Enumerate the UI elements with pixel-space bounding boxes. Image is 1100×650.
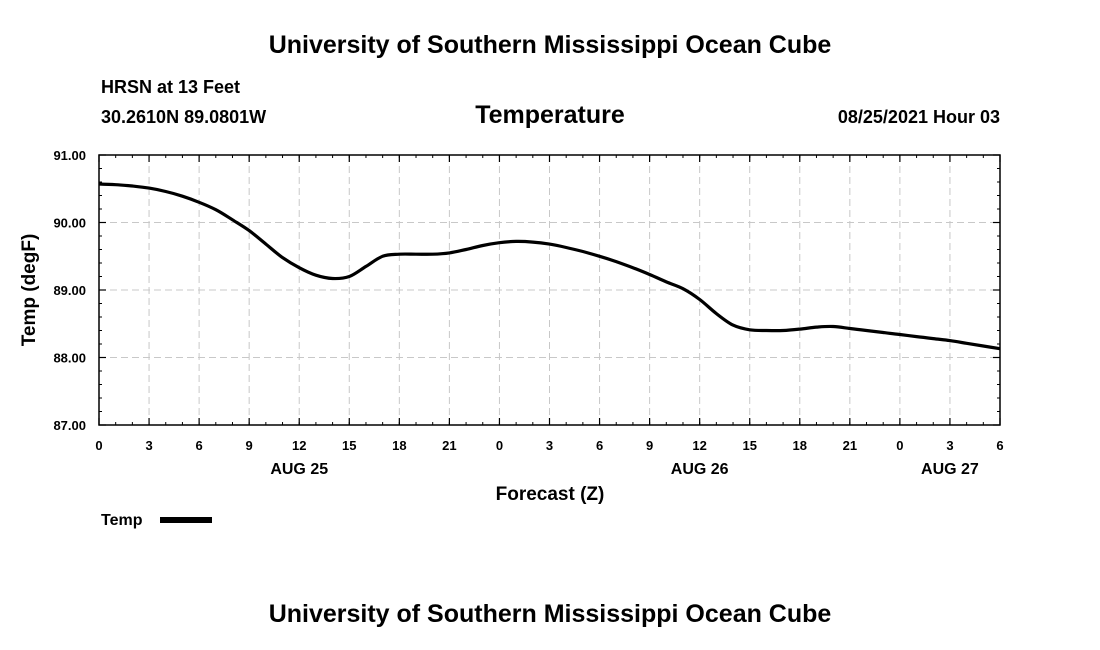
x-tick-labels: 0 3 6 9 12 15 18 21 0 3 6 9 12 15 18 21 0 3 6 bbox=[95, 438, 1003, 453]
series-line-temp bbox=[98, 182, 1001, 351]
variable-title: Temperature bbox=[475, 101, 625, 129]
day-label: AUG 25 bbox=[270, 461, 328, 478]
footer-title: University of Southern Mississippi Ocean… bbox=[268, 600, 832, 628]
x-tick-label: 18 bbox=[793, 438, 807, 453]
y-tick-label: 91.00 bbox=[53, 148, 86, 163]
x-tick-label: 18 bbox=[392, 438, 406, 453]
x-tick-label: 6 bbox=[996, 438, 1003, 453]
y-axis-label: Temp (degF) bbox=[19, 234, 40, 347]
x-tick-label: 9 bbox=[246, 438, 253, 453]
x-tick-label: 0 bbox=[496, 438, 503, 453]
axis-ticks bbox=[98, 154, 1001, 426]
station-label: HRSN at 13 Feet bbox=[101, 77, 241, 97]
x-tick-label: 6 bbox=[596, 438, 603, 453]
grid bbox=[99, 155, 1000, 425]
valid-time: 08/25/2021 Hour 03 bbox=[837, 107, 1000, 127]
x-tick-label: 12 bbox=[292, 438, 306, 453]
station-coordinates: 30.2610N 89.0801W bbox=[101, 107, 267, 127]
x-tick-label: 21 bbox=[843, 438, 857, 453]
day-labels: AUG 25 AUG 26 AUG 27 bbox=[270, 461, 979, 478]
x-tick-label: 3 bbox=[546, 438, 553, 453]
x-tick-label: 21 bbox=[442, 438, 456, 453]
x-tick-label: 3 bbox=[145, 438, 152, 453]
x-axis-label: Forecast (Z) bbox=[496, 484, 605, 505]
y-tick-labels: 87.00 88.00 89.00 90.00 91.00 bbox=[53, 148, 86, 433]
day-label: AUG 26 bbox=[671, 461, 729, 478]
day-label: AUG 27 bbox=[921, 461, 979, 478]
legend-label: Temp bbox=[101, 512, 143, 529]
x-tick-label: 0 bbox=[95, 438, 102, 453]
x-tick-label: 15 bbox=[742, 438, 756, 453]
x-tick-label: 12 bbox=[692, 438, 706, 453]
x-tick-label: 3 bbox=[946, 438, 953, 453]
legend: Temp bbox=[101, 512, 212, 529]
chart-title: University of Southern Mississippi Ocean… bbox=[268, 31, 832, 59]
x-tick-label: 0 bbox=[896, 438, 903, 453]
x-tick-label: 15 bbox=[342, 438, 356, 453]
y-tick-label: 87.00 bbox=[53, 418, 86, 433]
y-tick-label: 88.00 bbox=[53, 351, 86, 366]
y-tick-label: 90.00 bbox=[53, 216, 86, 231]
x-tick-label: 9 bbox=[646, 438, 653, 453]
y-tick-label: 89.00 bbox=[53, 283, 86, 298]
x-tick-label: 6 bbox=[195, 438, 202, 453]
